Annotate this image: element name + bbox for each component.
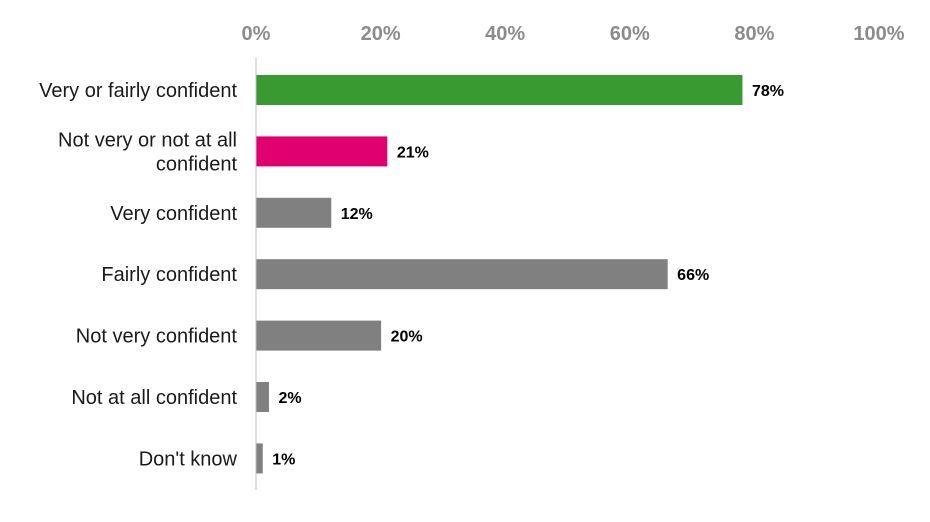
category-label: Don't know bbox=[139, 448, 238, 470]
bar bbox=[256, 136, 388, 167]
data-label: 78% bbox=[752, 83, 784, 100]
x-tick-label: 100% bbox=[853, 23, 904, 45]
data-label: 12% bbox=[341, 206, 373, 223]
x-tick-label: 80% bbox=[734, 23, 774, 45]
x-tick-label: 20% bbox=[361, 23, 401, 45]
category-label: confident bbox=[156, 153, 238, 175]
category-label: Very confident bbox=[110, 203, 237, 225]
data-label: 66% bbox=[677, 267, 709, 284]
category-label: Fairly confident bbox=[101, 264, 237, 286]
category-label: Very or fairly confident bbox=[39, 80, 237, 102]
x-tick-label: 60% bbox=[610, 23, 650, 45]
bar bbox=[256, 382, 269, 412]
data-label: 20% bbox=[391, 329, 423, 346]
bar bbox=[256, 320, 382, 351]
bar bbox=[256, 259, 668, 290]
x-tick-label: 40% bbox=[485, 23, 525, 45]
category-label: Not at all confident bbox=[71, 387, 237, 409]
data-label: 21% bbox=[397, 144, 429, 161]
data-label: 1% bbox=[272, 451, 295, 468]
data-label: 2% bbox=[278, 390, 301, 407]
category-label: Not very or not at all bbox=[58, 129, 237, 151]
bar bbox=[256, 443, 263, 474]
bar bbox=[256, 75, 743, 105]
bar bbox=[256, 197, 332, 228]
category-label: Not very confident bbox=[76, 326, 238, 348]
x-tick-label: 0% bbox=[242, 23, 271, 45]
